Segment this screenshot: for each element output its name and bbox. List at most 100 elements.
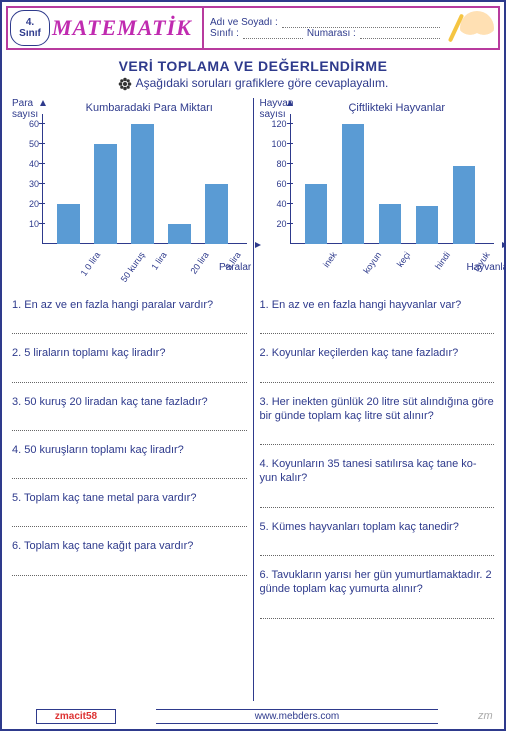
question: 4. 50 kuruşların toplamı kaç liradır? — [12, 443, 247, 457]
chart-left-xlabel: Paralar — [219, 262, 251, 273]
ytick-mark — [39, 163, 45, 164]
ytick-mark — [39, 183, 45, 184]
chart-right-plot: 20406080100120inekkoyunkeçihinditavuk — [290, 124, 485, 244]
chart-right: Hayvansayısı Çiftlikteki Hayvanlar 20406… — [260, 98, 495, 286]
question: 5. Toplam kaç tane metal para vardır? — [12, 491, 247, 505]
bar — [205, 184, 227, 244]
class-label: Sınıfı : — [210, 28, 239, 39]
question: 5. Kümes hayvanları toplam kaç tanedir? — [260, 520, 495, 534]
ytick-label: 20 — [276, 219, 286, 229]
answer-line[interactable] — [260, 322, 495, 334]
grade-word: Sınıf — [19, 28, 41, 39]
chart-left: Parasayısı Kumbaradaki Para Miktarı 1020… — [12, 98, 247, 286]
column-divider — [253, 98, 254, 701]
bar — [131, 124, 153, 244]
bar — [453, 166, 475, 244]
bar — [305, 184, 327, 244]
subject-title: MATEMATİK — [52, 8, 202, 48]
answer-line[interactable] — [12, 419, 247, 431]
name-blank[interactable] — [282, 18, 440, 28]
category-label: 50 kuruş — [118, 250, 146, 284]
arrow-up-icon — [287, 100, 293, 106]
instruction: Aşağıdaki soruları grafiklere göre cevap… — [2, 76, 504, 91]
category-label: 20 lira — [188, 250, 210, 276]
footer-center: www.mebders.com — [156, 709, 438, 724]
ytick-label: 100 — [271, 139, 286, 149]
instruction-text: Aşağıdaki soruları grafiklere göre cevap… — [136, 76, 389, 90]
bar — [168, 224, 190, 244]
number-blank[interactable] — [360, 29, 440, 39]
answer-line[interactable] — [12, 467, 247, 479]
ytick-mark — [39, 223, 45, 224]
ytick-label: 30 — [29, 179, 39, 189]
right-column: Hayvansayısı Çiftlikteki Hayvanlar 20406… — [260, 98, 495, 701]
answer-line[interactable] — [260, 544, 495, 556]
question: 4. Koyunların 35 tanesi satılırsa kaç ta… — [260, 457, 495, 486]
grade-number: 4. — [26, 17, 34, 28]
ytick-label: 40 — [276, 199, 286, 209]
arrow-right-icon — [502, 242, 506, 248]
flower-icon — [118, 77, 132, 91]
chart-right-xlabel: Hayvanlar — [467, 262, 506, 273]
question: 2. 5 liraların toplamı kaç liradır? — [12, 346, 247, 360]
ytick-label: 40 — [29, 159, 39, 169]
header-icons — [450, 8, 498, 48]
chart-left-ylabel: Parasayısı — [12, 98, 38, 120]
category-label: inek — [321, 250, 339, 269]
answer-line[interactable] — [260, 496, 495, 508]
ytick-label: 120 — [271, 119, 286, 129]
ytick-mark — [39, 203, 45, 204]
answer-line[interactable] — [12, 564, 247, 576]
chart-right-title: Çiftlikteki Hayvanlar — [310, 102, 485, 114]
answer-line[interactable] — [12, 515, 247, 527]
category-label: keçi — [395, 250, 412, 269]
ytick-label: 20 — [29, 199, 39, 209]
grade-cloud: 4. Sınıf — [10, 10, 50, 46]
category-label: 1 0 lira — [78, 250, 102, 278]
chart-left-plot: 1020304050601 0 lira50 kuruş1 lira20 lir… — [42, 124, 237, 244]
header: 4. Sınıf MATEMATİK Adı ve Soyadı : Sınıf… — [6, 6, 500, 50]
ytick-mark — [287, 183, 293, 184]
arrow-up-icon — [40, 100, 46, 106]
footer-left: zmacit58 — [36, 709, 116, 724]
kids-icon — [460, 11, 494, 45]
left-column: Parasayısı Kumbaradaki Para Miktarı 1020… — [12, 98, 247, 701]
category-label: hindi — [433, 250, 452, 271]
bar — [94, 144, 116, 244]
grade-badge: 4. Sınıf — [8, 8, 52, 48]
y-axis — [42, 114, 43, 244]
chart-left-title: Kumbaradaki Para Miktarı — [62, 102, 237, 114]
question: 3. Her inekten günlük 20 litre süt alınd… — [260, 395, 495, 424]
student-class-row: Sınıfı : Numarası : — [210, 28, 444, 39]
answer-line[interactable] — [12, 371, 247, 383]
student-name-row: Adı ve Soyadı : — [210, 17, 444, 28]
question: 1. En az ve en fazla hangi paralar vardı… — [12, 298, 247, 312]
answer-line[interactable] — [260, 607, 495, 619]
question: 3. 50 kuruş 20 liradan kaç tane fazladır… — [12, 395, 247, 409]
footer: zmacit58 www.mebders.com zm — [6, 707, 500, 725]
number-label: Numarası : — [307, 28, 356, 39]
answer-line[interactable] — [260, 371, 495, 383]
worksheet-page: 4. Sınıf MATEMATİK Adı ve Soyadı : Sınıf… — [0, 0, 506, 731]
category-label: koyun — [361, 250, 383, 275]
student-info: Adı ve Soyadı : Sınıfı : Numarası : — [202, 8, 450, 48]
bar — [342, 124, 364, 244]
ytick-mark — [39, 143, 45, 144]
bar — [416, 206, 438, 244]
ytick-label: 60 — [29, 119, 39, 129]
bar — [379, 204, 401, 244]
ytick-label: 10 — [29, 219, 39, 229]
ytick-label: 60 — [276, 179, 286, 189]
category-label: 1 lira — [149, 250, 168, 272]
answer-line[interactable] — [12, 322, 247, 334]
answer-line[interactable] — [260, 433, 495, 445]
class-blank[interactable] — [243, 29, 303, 39]
question: 6. Tavukların yarısı her gün yumurtlamak… — [260, 568, 495, 597]
question: 2. Koyunlar keçilerden kaç tane fazladır… — [260, 346, 495, 360]
ytick-label: 50 — [29, 139, 39, 149]
question: 6. Toplam kaç tane kağıt para vardır? — [12, 539, 247, 553]
ytick-mark — [39, 123, 45, 124]
ytick-mark — [287, 163, 293, 164]
bar — [57, 204, 79, 244]
name-label: Adı ve Soyadı : — [210, 17, 278, 28]
